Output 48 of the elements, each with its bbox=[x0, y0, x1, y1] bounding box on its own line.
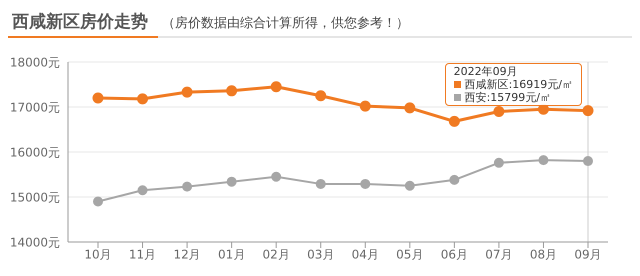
point bbox=[404, 180, 415, 191]
point bbox=[404, 102, 416, 114]
point bbox=[448, 116, 460, 127]
point bbox=[226, 85, 238, 96]
x-tick-label: 05月 bbox=[396, 248, 424, 262]
annotation: 2022年09月 bbox=[454, 65, 519, 78]
point bbox=[538, 155, 548, 166]
chart-subtitle: （房价数据由综合计算所得，供您参考！） bbox=[162, 15, 409, 32]
point bbox=[226, 176, 237, 187]
point bbox=[138, 185, 148, 196]
point bbox=[449, 174, 460, 185]
point bbox=[582, 105, 594, 116]
point bbox=[360, 178, 370, 189]
annotation: :16919元/㎡ bbox=[508, 78, 573, 91]
x-tick-label: 12月 bbox=[173, 248, 201, 262]
point bbox=[270, 81, 282, 92]
y-tick-label: 17000元 bbox=[10, 100, 60, 114]
point bbox=[182, 182, 192, 192]
point bbox=[92, 92, 104, 104]
point bbox=[271, 172, 282, 182]
point bbox=[538, 104, 549, 115]
point bbox=[583, 156, 593, 166]
chart-title: 西咸新区房价走势 bbox=[12, 11, 148, 33]
y-tick-label: 16000元 bbox=[10, 145, 60, 160]
point bbox=[494, 158, 504, 168]
point bbox=[93, 196, 103, 206]
x-tick-label: 03月 bbox=[307, 248, 334, 262]
x-tick-label: 02月 bbox=[262, 248, 290, 262]
point bbox=[316, 178, 326, 189]
x-tick-label: 09月 bbox=[574, 248, 602, 262]
legend-label: 西安 bbox=[464, 91, 487, 104]
point bbox=[360, 100, 371, 112]
point bbox=[137, 93, 148, 104]
y-tick-label: 14000元 bbox=[10, 235, 60, 250]
x-tick-label: 04月 bbox=[352, 248, 379, 262]
x-tick-label: 11月 bbox=[128, 248, 156, 262]
x-tick-label: 08月 bbox=[530, 248, 558, 262]
point bbox=[493, 106, 504, 117]
x-tick-label: 01月 bbox=[218, 248, 246, 262]
point bbox=[182, 86, 193, 98]
point bbox=[315, 90, 326, 102]
x-tick-label: 06月 bbox=[440, 248, 468, 262]
x-tick-label: 10月 bbox=[84, 248, 112, 262]
x-tick-label: 07月 bbox=[485, 248, 513, 262]
legend-label: 西咸新区 bbox=[464, 78, 509, 91]
y-tick-label: 15000元 bbox=[10, 190, 60, 204]
annotation: :15799元/㎡ bbox=[486, 91, 551, 104]
y-tick-label: 18000元 bbox=[10, 55, 60, 70]
